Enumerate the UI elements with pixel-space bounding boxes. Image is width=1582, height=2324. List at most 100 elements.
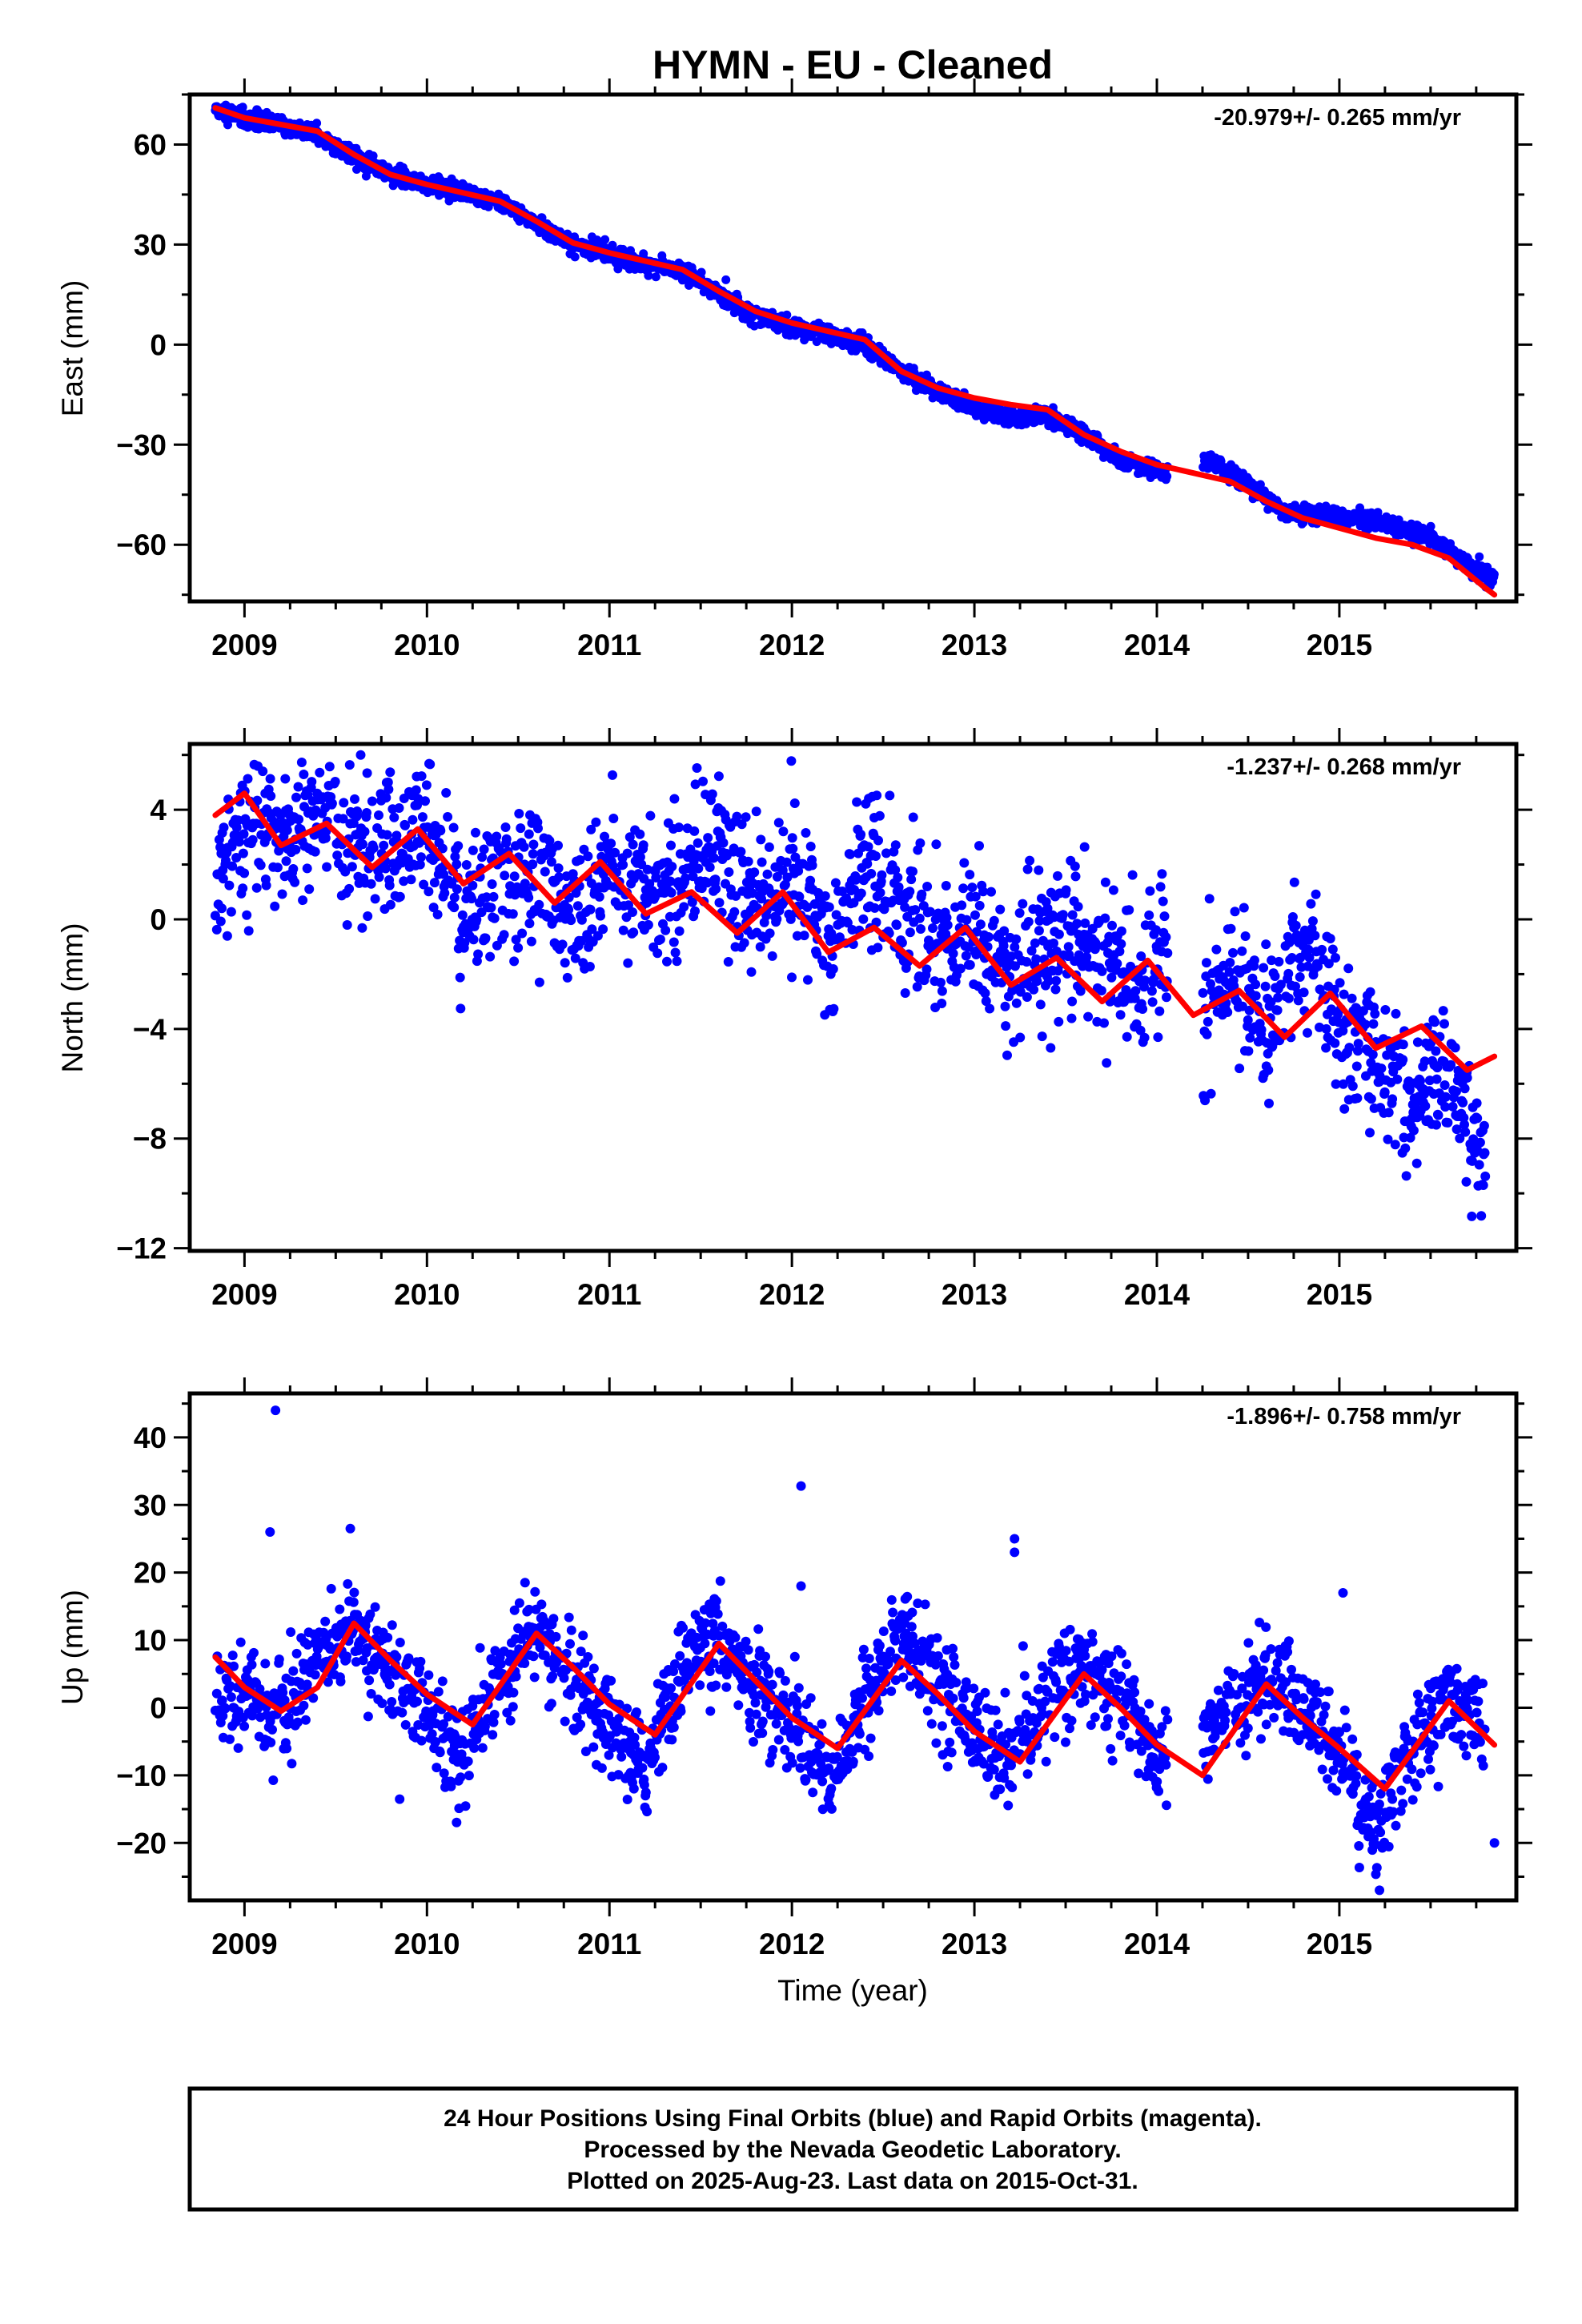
data-point <box>1476 1211 1487 1221</box>
data-point <box>643 919 653 930</box>
data-point <box>282 1743 292 1754</box>
data-point <box>224 880 235 891</box>
data-point <box>1472 1098 1482 1108</box>
data-point <box>395 1638 405 1647</box>
x-tick-label: 2015 <box>1307 1278 1372 1311</box>
data-point <box>239 829 249 839</box>
data-point <box>749 867 760 878</box>
data-point <box>1431 1120 1441 1130</box>
data-point <box>310 1670 320 1680</box>
data-point <box>572 901 583 911</box>
data-point <box>1325 934 1335 943</box>
data-point <box>394 803 404 813</box>
data-point <box>338 814 348 824</box>
data-point <box>1022 992 1032 1002</box>
data-point <box>651 272 661 282</box>
data-point <box>1270 971 1280 981</box>
data-point <box>974 900 985 911</box>
data-point <box>1122 1031 1132 1042</box>
data-point <box>1230 907 1240 917</box>
data-point <box>594 891 604 902</box>
data-point <box>419 879 429 890</box>
data-point <box>792 931 802 941</box>
data-point <box>584 962 595 971</box>
data-point <box>585 904 596 915</box>
data-point <box>718 838 729 848</box>
data-point <box>1073 902 1083 912</box>
data-point <box>1335 978 1345 988</box>
east-x-tick-labels: 2009 2010 2011 2012 2013 2014 2015 <box>211 629 1372 661</box>
data-point <box>456 1003 466 1014</box>
data-point <box>400 1719 411 1730</box>
up-observations <box>210 1405 1500 1896</box>
data-point <box>528 859 538 870</box>
data-point <box>757 857 767 867</box>
up-plot-frame <box>187 1391 1519 1903</box>
data-point <box>479 844 489 854</box>
data-point <box>622 848 632 858</box>
data-point <box>1063 942 1074 952</box>
north-observations <box>210 750 1491 1221</box>
east-y-axis-label: East (mm) <box>56 280 89 417</box>
data-point <box>249 1647 259 1658</box>
y-tick-label: −4 <box>133 1013 167 1046</box>
data-point <box>424 1670 434 1680</box>
data-point <box>1379 1087 1390 1097</box>
data-point <box>1162 948 1173 959</box>
data-point <box>1272 1005 1283 1015</box>
data-point <box>1216 456 1226 466</box>
data-point <box>995 904 1006 915</box>
data-point <box>705 862 715 872</box>
data-point <box>1070 861 1080 871</box>
data-point <box>324 762 335 772</box>
y-tick-label: 30 <box>134 228 167 261</box>
data-point <box>1420 1101 1431 1112</box>
data-point <box>450 851 460 862</box>
data-point <box>905 887 915 897</box>
model-fit-line <box>212 105 1498 598</box>
data-point <box>443 812 453 822</box>
data-point <box>509 871 520 882</box>
data-point <box>1204 894 1215 904</box>
data-point <box>600 235 610 244</box>
data-point <box>282 825 292 835</box>
data-point <box>829 1003 839 1014</box>
data-point <box>330 777 340 786</box>
data-point <box>274 1655 284 1664</box>
data-point <box>746 967 757 977</box>
data-point <box>312 119 322 128</box>
data-point <box>958 883 969 894</box>
data-point <box>674 822 684 833</box>
data-point <box>219 822 229 833</box>
data-point <box>519 842 529 852</box>
data-point <box>576 915 587 925</box>
data-point <box>468 845 478 855</box>
data-point <box>670 947 681 958</box>
data-point <box>1235 1063 1245 1074</box>
data-point <box>1317 944 1327 955</box>
data-point <box>1108 885 1118 895</box>
data-point <box>1283 993 1294 1003</box>
data-point <box>669 937 679 947</box>
data-point <box>961 951 971 961</box>
east-panel: 60 30 0 −30 −60 2009 2010 2011 2012 2013… <box>56 78 1532 661</box>
data-point <box>858 914 869 924</box>
data-point <box>807 860 817 870</box>
data-point <box>1474 1160 1484 1170</box>
data-point <box>764 842 774 852</box>
data-point <box>937 999 947 1008</box>
data-point <box>448 822 459 833</box>
data-point <box>773 818 784 828</box>
chart-title: HYMN - EU - Cleaned <box>652 42 1053 87</box>
data-point <box>1067 910 1078 920</box>
data-point <box>1458 1097 1468 1108</box>
data-point <box>1480 1148 1490 1158</box>
data-point <box>449 903 460 913</box>
data-point <box>690 906 700 916</box>
data-point <box>408 814 418 825</box>
data-point <box>381 793 391 803</box>
data-point <box>435 1747 445 1758</box>
data-point <box>514 809 524 818</box>
data-point <box>481 892 492 903</box>
data-point <box>1366 1094 1376 1104</box>
